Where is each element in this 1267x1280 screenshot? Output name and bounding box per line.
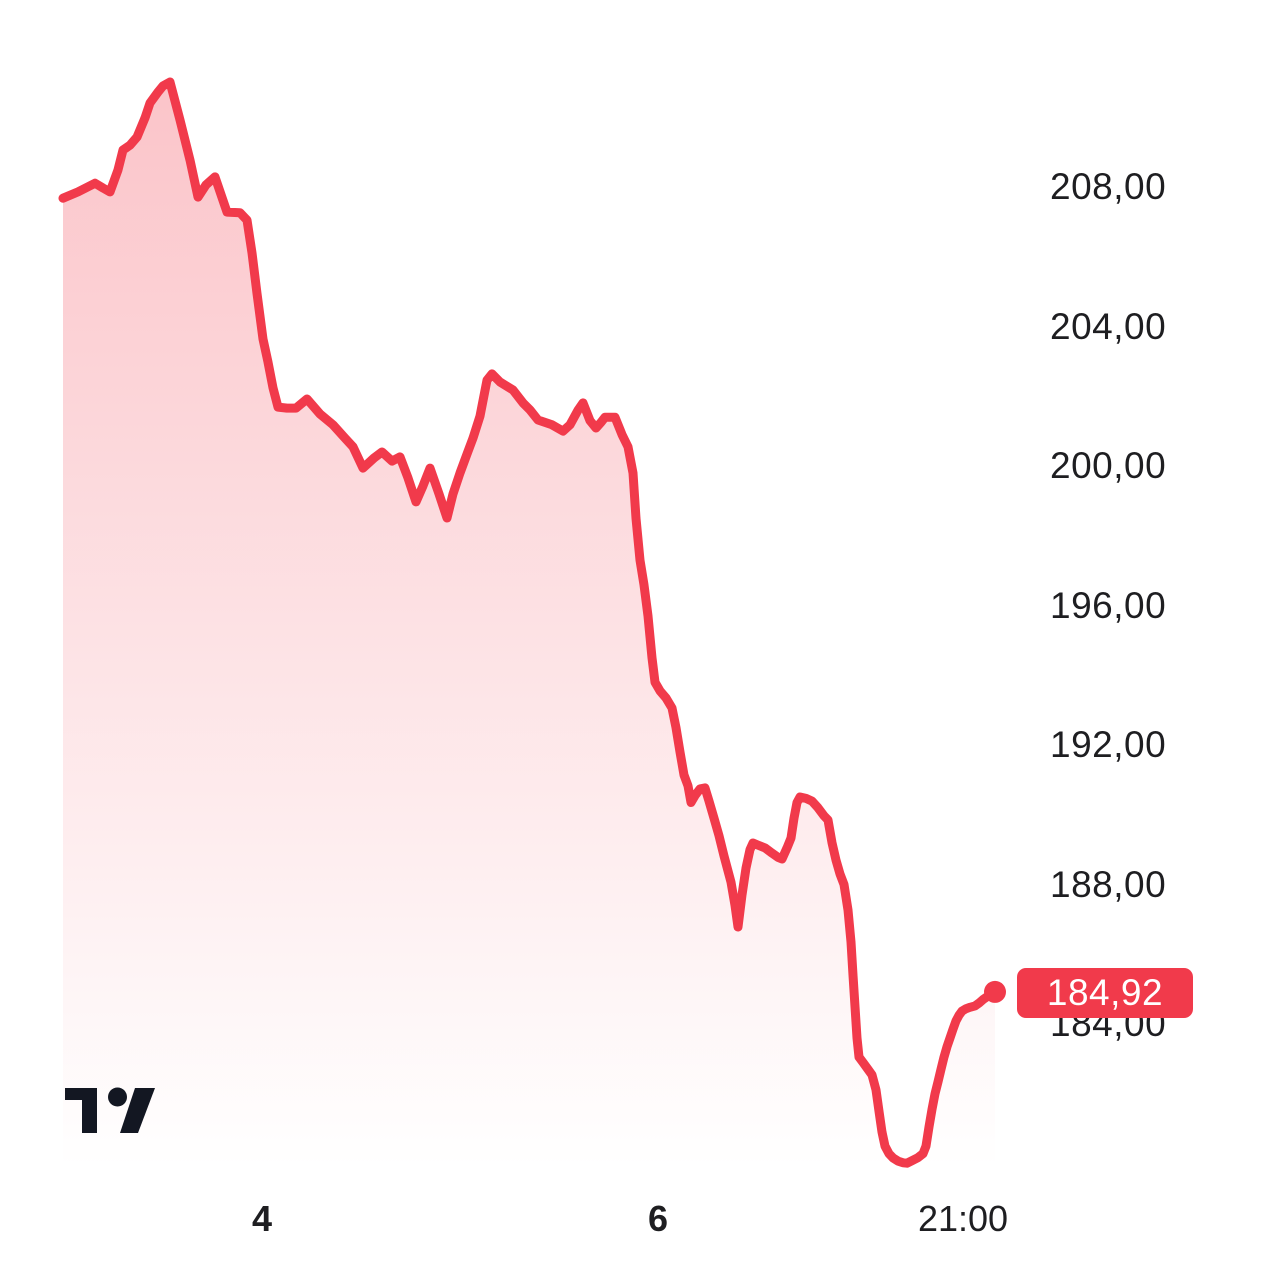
area-fill (63, 82, 995, 1168)
last-price-dot (984, 980, 1006, 1003)
price-scale-label: 200,00 (1050, 445, 1167, 486)
tradingview-logo[interactable] (63, 1086, 155, 1136)
last-price-badge: 184,92 (1017, 968, 1193, 1018)
price-scale-label: 192,00 (1050, 724, 1167, 765)
time-scale-label: 6 (647, 1198, 669, 1239)
last-price-badge-label: 184,92 (1046, 972, 1164, 1013)
price-line (58, 77, 1000, 1168)
price-scale-label: 188,00 (1050, 863, 1167, 905)
tradingview-logo-bar (65, 1088, 97, 1133)
price-scale-label: 208,00 (1050, 166, 1167, 207)
tradingview-logo-slash (120, 1088, 155, 1133)
tradingview-logo-dot (108, 1087, 127, 1107)
time-scale-label: 21:00 (917, 1198, 1009, 1239)
price-scale-label: 204,00 (1050, 305, 1167, 347)
price-scale-label: 196,00 (1050, 584, 1167, 626)
time-scale-label: 4 (251, 1198, 273, 1239)
